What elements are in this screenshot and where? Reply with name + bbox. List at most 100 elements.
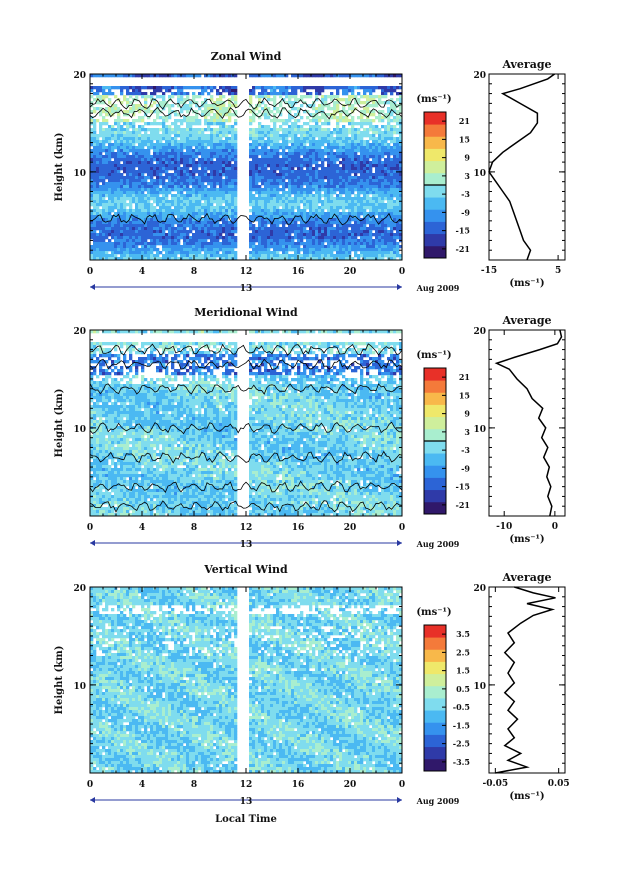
heatmap-cell xyxy=(399,236,403,240)
heatmap-cell xyxy=(234,110,238,114)
heatmap-cell xyxy=(330,206,334,210)
heatmap-cell xyxy=(255,188,259,192)
heatmap-cell xyxy=(210,167,214,171)
heatmap-cell xyxy=(324,86,328,90)
heatmap-cell xyxy=(126,119,130,123)
heatmap-cell xyxy=(159,191,163,195)
heatmap-cell xyxy=(201,131,205,135)
heatmap-cell xyxy=(366,134,370,138)
heatmap-cell xyxy=(219,173,223,177)
heatmap-cell xyxy=(135,188,139,192)
heatmap-cell xyxy=(381,89,385,93)
heatmap-cell xyxy=(216,170,220,174)
heatmap-cell xyxy=(162,116,166,120)
heatmap-cell xyxy=(399,179,403,183)
heatmap-cell xyxy=(189,221,193,225)
heatmap-cell xyxy=(138,212,142,216)
heatmap-cell xyxy=(297,233,301,237)
heatmap-cell xyxy=(147,254,151,258)
heatmap-cell xyxy=(387,200,391,204)
heatmap-cell xyxy=(147,155,151,159)
heatmap-cell xyxy=(309,251,313,255)
heatmap-cell xyxy=(378,215,382,219)
heatmap-cell xyxy=(303,140,307,144)
heatmap-cell xyxy=(375,212,379,216)
heatmap-cell xyxy=(132,227,136,231)
heatmap-cell xyxy=(381,134,385,138)
heatmap-cell xyxy=(198,254,202,258)
heatmap-cell xyxy=(162,143,166,147)
heatmap-cell xyxy=(363,242,367,246)
heatmap-cell xyxy=(369,215,373,219)
heatmap-cell xyxy=(312,188,316,192)
heatmap-cell xyxy=(249,203,253,207)
heatmap-cell xyxy=(252,245,256,249)
heatmap-cell xyxy=(309,230,313,234)
heatmap-cell xyxy=(384,128,388,132)
heatmap-cell xyxy=(258,134,262,138)
heatmap-cell xyxy=(369,242,373,246)
heatmap-cell xyxy=(90,155,94,159)
heatmap-cell xyxy=(363,158,367,162)
heatmap-cell xyxy=(276,251,280,255)
heatmap-cell xyxy=(270,191,274,195)
heatmap-cell xyxy=(207,254,211,258)
heatmap-cell xyxy=(324,224,328,228)
heatmap-cell xyxy=(372,134,376,138)
heatmap-cell xyxy=(150,161,154,165)
heatmap-cell xyxy=(228,200,232,204)
heatmap-cell xyxy=(312,86,316,90)
heatmap-cell xyxy=(303,248,307,252)
heatmap-cell xyxy=(318,236,322,240)
heatmap-cell xyxy=(336,149,340,153)
heatmap-cell xyxy=(306,167,310,171)
heatmap-cell xyxy=(177,245,181,249)
heatmap-cell xyxy=(162,218,166,222)
heatmap-cell xyxy=(120,155,124,159)
heatmap-cell xyxy=(336,182,340,186)
heatmap-cell xyxy=(291,131,295,135)
heatmap-cell xyxy=(378,233,382,237)
heatmap-cell xyxy=(171,239,175,243)
heatmap-cell xyxy=(363,227,367,231)
heatmap-cell xyxy=(123,230,127,234)
heatmap-cell xyxy=(330,167,334,171)
heatmap-cell xyxy=(321,101,325,105)
heatmap-cell xyxy=(399,197,403,201)
heatmap-cell xyxy=(348,143,352,147)
heatmap-cell xyxy=(273,74,277,78)
heatmap-cell xyxy=(213,230,217,234)
heatmap-cell xyxy=(378,161,382,165)
heatmap-cell xyxy=(351,161,355,165)
heatmap-cell xyxy=(339,155,343,159)
heatmap-cell xyxy=(321,245,325,249)
heatmap-cell xyxy=(174,152,178,156)
heatmap-cell xyxy=(294,152,298,156)
heatmap-cell xyxy=(198,236,202,240)
heatmap-cell xyxy=(129,95,133,99)
heatmap-cell xyxy=(222,74,226,78)
heatmap-cell xyxy=(90,116,94,120)
heatmap-cell xyxy=(276,137,280,141)
heatmap-cell xyxy=(255,149,259,153)
heatmap-cell xyxy=(393,167,397,171)
heatmap-cell xyxy=(123,134,127,138)
heatmap-cell xyxy=(117,227,121,231)
heatmap-cell xyxy=(366,89,370,93)
heatmap-cell xyxy=(267,155,271,159)
heatmap-cell xyxy=(387,125,391,129)
heatmap-cell xyxy=(375,116,379,120)
heatmap-cell xyxy=(255,227,259,231)
heatmap-cell xyxy=(192,176,196,180)
heatmap-cell xyxy=(348,197,352,201)
heatmap-cell xyxy=(102,179,106,183)
heatmap-cell xyxy=(393,89,397,93)
heatmap-cell xyxy=(144,200,148,204)
heatmap-cell xyxy=(297,128,301,132)
heatmap-cell xyxy=(363,164,367,168)
heatmap-cell xyxy=(147,185,151,189)
heatmap-cell xyxy=(342,185,346,189)
heatmap-cell xyxy=(339,140,343,144)
heatmap-cell xyxy=(315,185,319,189)
heatmap-cell xyxy=(321,155,325,159)
